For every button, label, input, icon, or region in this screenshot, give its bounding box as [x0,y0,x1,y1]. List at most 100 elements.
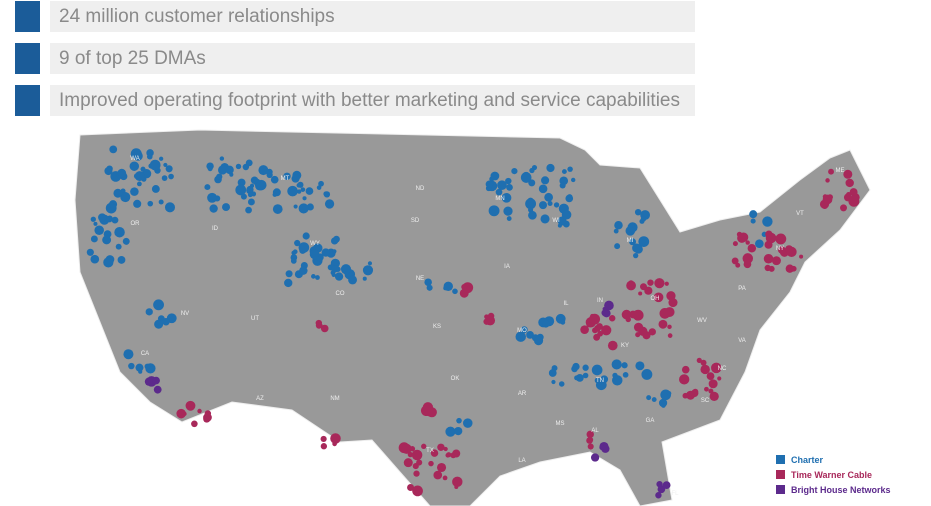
bullet-text: 9 of top 25 DMAs [50,43,695,74]
time-warner-cable-coverage [775,233,787,245]
state-label: VT [796,211,804,217]
time-warner-cable-coverage [407,484,415,492]
charter-coverage [168,173,174,180]
charter-coverage [245,159,253,167]
time-warner-cable-coverage [845,178,854,188]
time-warner-cable-coverage [330,433,341,444]
charter-coverage [117,168,127,178]
state-label: PA [738,286,746,292]
time-warner-cable-coverage [738,232,749,242]
time-warner-cable-coverage [452,449,461,458]
charter-coverage [528,210,537,220]
charter-coverage [225,165,234,175]
charter-coverage [526,331,534,339]
charter-coverage [331,265,339,273]
time-warner-cable-coverage [586,430,594,439]
time-warner-cable-coverage [428,460,434,467]
time-warner-cable-coverage [638,291,643,296]
time-warner-cable-coverage [409,446,416,452]
charter-coverage [632,243,642,253]
charter-coverage [246,185,254,194]
state-label: LA [518,458,525,464]
time-warner-cable-coverage [320,324,329,333]
bright-house-coverage [655,492,662,499]
time-warner-cable-coverage [747,244,757,253]
time-warner-cable-coverage [681,365,690,374]
charter-coverage [217,165,228,175]
charter-coverage [582,364,589,371]
time-warner-cable-coverage [461,284,468,290]
state-label: NM [330,396,339,402]
bright-house-coverage [656,481,663,488]
time-warner-cable-coverage [706,372,715,381]
state-label: CA [141,351,149,357]
charter-coverage [117,256,126,264]
state-label: NV [181,311,189,317]
charter-coverage [332,249,337,254]
time-warner-cable-coverage [633,322,644,332]
time-warner-cable-coverage [436,462,447,473]
state-label: UT [251,316,259,322]
charter-coverage [136,181,142,187]
time-warner-cable-coverage [764,264,771,272]
time-warner-cable-coverage [648,328,656,336]
charter-coverage [611,359,622,370]
charter-coverage [147,200,154,207]
time-warner-cable-coverage [822,194,833,205]
time-warner-cable-coverage [654,278,665,289]
bullet-text: 24 million customer relationships [50,1,695,32]
charter-coverage [454,426,463,436]
bullet-text: Improved operating footprint with better… [50,85,695,116]
charter-coverage [614,243,621,250]
state-label: MT [281,176,290,182]
state-label: WV [697,318,707,324]
charter-coverage [272,192,278,197]
charter-coverage [558,381,565,387]
charter-coverage [572,362,580,371]
charter-coverage [94,225,104,235]
time-warner-cable-coverage [682,392,689,399]
time-warner-cable-coverage [647,279,654,286]
time-warner-cable-coverage [191,420,198,428]
charter-coverage [490,171,500,181]
state-label: CO [336,291,345,297]
charter-coverage [207,192,218,203]
time-warner-cable-coverage [412,487,417,492]
charter-coverage [283,172,291,180]
charter-coverage [542,320,550,328]
time-warner-cable-coverage [596,323,603,330]
charter-coverage [133,199,142,208]
state-label: AL [591,428,599,434]
time-warner-cable-coverage [587,443,594,450]
time-warner-cable-coverage [586,437,593,444]
time-warner-cable-coverage [197,408,202,414]
time-warner-cable-coverage [704,386,709,392]
charter-coverage [123,349,134,360]
time-warner-cable-coverage [586,321,592,328]
charter-coverage [612,372,618,379]
time-warner-cable-coverage [821,202,828,209]
charter-coverage [216,173,223,180]
charter-coverage [540,214,550,224]
charter-coverage [207,166,213,172]
time-warner-cable-coverage [403,458,413,468]
legend-swatch [776,485,785,494]
state-label: OK [451,376,460,382]
time-warner-cable-coverage [407,451,414,458]
state-label: IA [504,264,510,270]
charter-coverage [237,178,246,187]
charter-coverage [151,185,160,193]
time-warner-cable-coverage [416,459,423,466]
charter-coverage [324,199,335,209]
charter-coverage [115,243,122,250]
charter-coverage [506,216,512,221]
bright-house-coverage [590,453,600,462]
charter-coverage [272,204,283,214]
time-warner-cable-coverage [626,280,636,291]
charter-coverage [621,362,628,369]
charter-coverage [302,196,307,201]
charter-coverage [311,274,316,279]
time-warner-cable-coverage [708,379,718,389]
charter-coverage [463,418,473,428]
time-warner-cable-coverage [437,443,445,451]
